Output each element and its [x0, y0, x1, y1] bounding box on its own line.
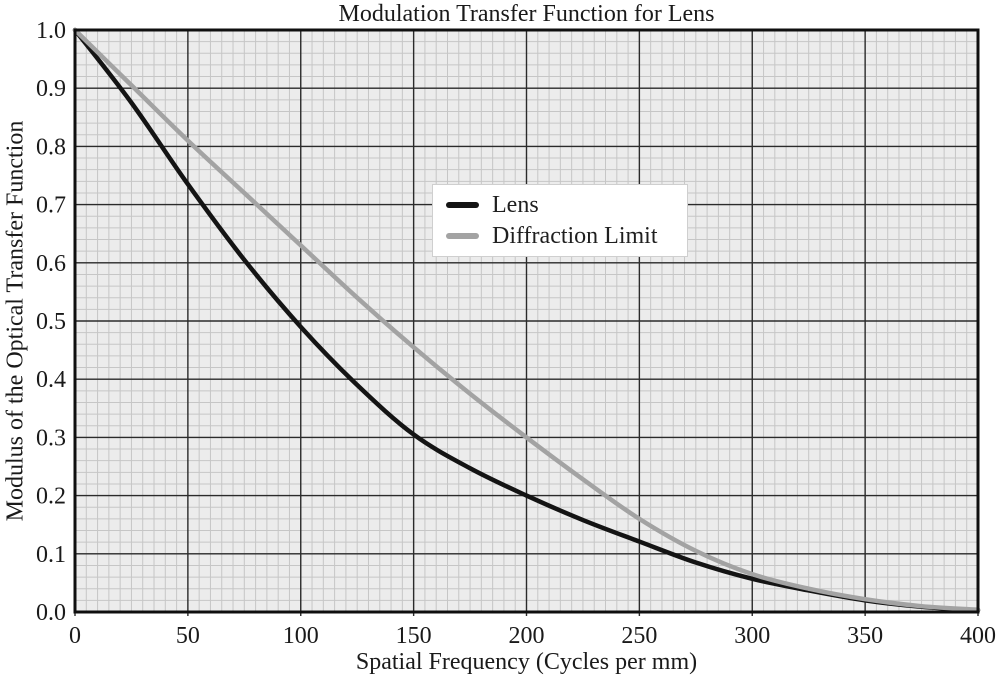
legend-label-lens: Lens [492, 192, 539, 219]
x-tick-label: 150 [396, 623, 432, 649]
x-tick-label: 50 [176, 623, 200, 649]
diffraction-limit-curve [72, 27, 981, 612]
y-tick-label: 0.5 [36, 309, 66, 335]
x-tick-label: 400 [960, 623, 996, 649]
y-tick-label: 0.0 [36, 600, 66, 626]
y-axis-title: Modulus of the Optical Transfer Function [2, 120, 29, 522]
axes-frame [73, 28, 980, 614]
y-tick-label: 0.9 [36, 76, 66, 102]
y-tick-label: 0.3 [36, 425, 66, 451]
legend-label-diffraction-limit: Diffraction Limit [492, 222, 658, 249]
y-tick-label: 0.8 [36, 134, 66, 160]
lens-line-swatch [446, 202, 479, 209]
diffraction-limit-line-swatch [446, 232, 479, 239]
chart-title: Modulation Transfer Function for Lens [338, 1, 715, 27]
y-tick-label: 0.6 [36, 251, 66, 277]
legend-item-lens: Lens [446, 190, 687, 220]
x-axis-title: Spatial Frequency (Cycles per mm) [355, 649, 698, 675]
x-tick-label: 250 [621, 623, 657, 649]
y-tick-label: 0.1 [36, 542, 66, 568]
y-tick-label: 0.2 [36, 484, 66, 510]
y-tick-label: 0.7 [36, 193, 66, 219]
x-tick-label: 300 [734, 623, 770, 649]
y-tick-label: 1.0 [36, 18, 66, 44]
y-tick-label: 0.4 [36, 367, 66, 393]
x-tick-label: 100 [283, 623, 319, 649]
x-tick-label: 200 [509, 623, 545, 649]
x-tick-label: 0 [69, 623, 81, 649]
legend-item-diffraction-limit: Diffraction Limit [446, 221, 687, 251]
x-tick-label: 350 [847, 623, 883, 649]
legend: Lens Diffraction Limit [432, 184, 688, 257]
